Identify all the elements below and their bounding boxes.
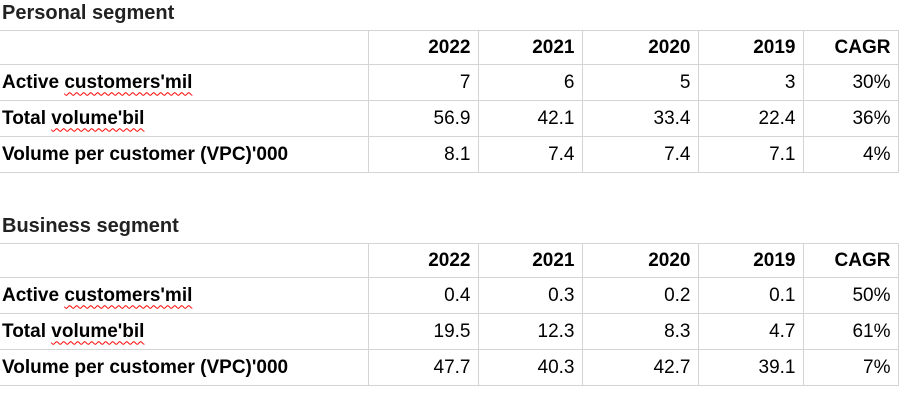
cagr-value-cell: 61% xyxy=(802,313,899,350)
row-label-text: Total xyxy=(2,107,52,129)
year-header-2022: 2022 xyxy=(367,243,479,278)
value-cell: 3 xyxy=(697,64,804,101)
year-header-2019: 2019 xyxy=(697,243,804,278)
row-label-cell: Total volume'bil xyxy=(0,100,369,137)
year-header-2019: 2019 xyxy=(697,30,804,65)
value-cell: 8.3 xyxy=(581,313,699,350)
year-header-2021: 2021 xyxy=(477,243,583,278)
year-header-2020: 2020 xyxy=(581,243,699,278)
value-cell: 33.4 xyxy=(581,100,699,137)
value-cell: 47.7 xyxy=(367,349,479,386)
table-row-total-volume: Total volume'bil 19.5 12.3 8.3 4.7 61% xyxy=(0,313,899,350)
value-cell: 22.4 xyxy=(697,100,804,137)
value-cell: 7.4 xyxy=(477,136,583,173)
cagr-value-cell: 50% xyxy=(802,277,899,314)
value-cell: 0.4 xyxy=(367,277,479,314)
cagr-header: CAGR xyxy=(802,30,899,65)
cagr-value-cell: 7% xyxy=(802,349,899,386)
spellcheck-underlined-text: volume'bil xyxy=(51,320,145,342)
table-header-row: 2022 2021 2020 2019 CAGR xyxy=(0,243,899,278)
table-row-active-customers: Active customers'mil 0.4 0.3 0.2 0.1 50% xyxy=(0,277,899,314)
year-header-2020: 2020 xyxy=(581,30,699,65)
row-label-cell: Volume per customer (VPC)'000 xyxy=(0,136,369,173)
spellcheck-underlined-text: customers'mil xyxy=(64,284,193,306)
value-cell: 6 xyxy=(477,64,583,101)
row-label-text: Active xyxy=(2,71,65,93)
business-segment-section: Business segment 2022 2021 2020 2019 CAG… xyxy=(0,213,904,386)
row-label-cell: Volume per customer (VPC)'000 xyxy=(0,349,369,386)
personal-segment-title: Personal segment xyxy=(2,2,175,24)
value-cell: 56.9 xyxy=(367,100,479,137)
business-segment-table: 2022 2021 2020 2019 CAGR Active customer… xyxy=(0,243,899,386)
value-cell: 4.7 xyxy=(697,313,804,350)
value-cell: 19.5 xyxy=(367,313,479,350)
value-cell: 8.1 xyxy=(367,136,479,173)
business-segment-title: Business segment xyxy=(2,215,179,237)
row-label-cell: Active customers'mil xyxy=(0,64,369,101)
row-label-cell: Active customers'mil xyxy=(0,277,369,314)
cagr-header: CAGR xyxy=(802,243,899,278)
year-header-2021: 2021 xyxy=(477,30,583,65)
value-cell: 0.3 xyxy=(477,277,583,314)
personal-segment-table: 2022 2021 2020 2019 CAGR Active customer… xyxy=(0,30,899,173)
table-row-volume-per-customer: Volume per customer (VPC)'000 8.1 7.4 7.… xyxy=(0,136,899,173)
value-cell: 5 xyxy=(581,64,699,101)
value-cell: 7 xyxy=(367,64,479,101)
cagr-value-cell: 36% xyxy=(802,100,899,137)
value-cell: 7.1 xyxy=(697,136,804,173)
spellcheck-underlined-text: volume'bil xyxy=(51,107,145,129)
spellcheck-underlined-text: customers'mil xyxy=(64,71,193,93)
row-label-text: Active xyxy=(2,284,65,306)
personal-segment-section: Personal segment 2022 2021 2020 2019 CAG… xyxy=(0,0,904,173)
value-cell: 40.3 xyxy=(477,349,583,386)
table-row-volume-per-customer: Volume per customer (VPC)'000 47.7 40.3 … xyxy=(0,349,899,386)
value-cell: 7.4 xyxy=(581,136,699,173)
value-cell: 0.1 xyxy=(697,277,804,314)
value-cell: 39.1 xyxy=(697,349,804,386)
year-header-2022: 2022 xyxy=(367,30,479,65)
table-header-row: 2022 2021 2020 2019 CAGR xyxy=(0,30,899,65)
row-label-cell: Total volume'bil xyxy=(0,313,369,350)
row-label-text: Volume per customer (VPC)'000 xyxy=(2,143,289,165)
cagr-value-cell: 4% xyxy=(802,136,899,173)
value-cell: 0.2 xyxy=(581,277,699,314)
table-row-total-volume: Total volume'bil 56.9 42.1 33.4 22.4 36% xyxy=(0,100,899,137)
value-cell: 42.7 xyxy=(581,349,699,386)
cagr-value-cell: 30% xyxy=(802,64,899,101)
value-cell: 12.3 xyxy=(477,313,583,350)
row-label-text: Volume per customer (VPC)'000 xyxy=(2,356,289,378)
table-row-active-customers: Active customers'mil 7 6 5 3 30% xyxy=(0,64,899,101)
row-label-text: Total xyxy=(2,320,52,342)
value-cell: 42.1 xyxy=(477,100,583,137)
empty-corner-cell xyxy=(0,30,369,65)
empty-corner-cell xyxy=(0,243,369,278)
